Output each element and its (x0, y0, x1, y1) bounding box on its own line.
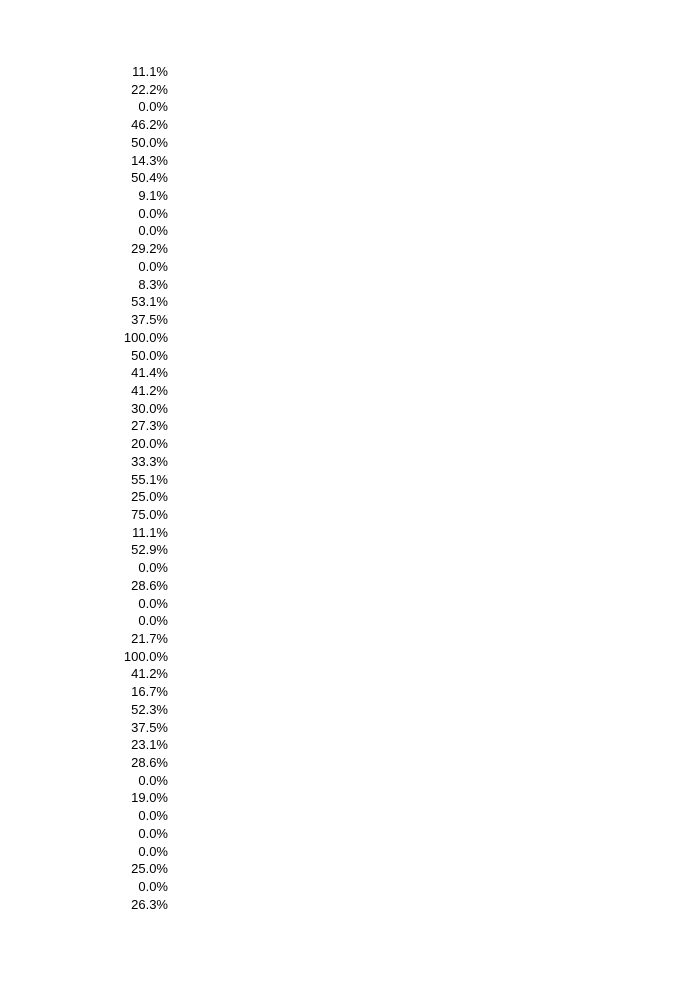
percentage-value: 41.4% (131, 365, 168, 381)
percentage-value: 50.0% (131, 347, 168, 363)
percentage-value: 37.5% (131, 719, 168, 735)
percentage-value: 0.0% (138, 595, 168, 611)
percentage-value: 0.0% (138, 613, 168, 629)
percentage-value: 0.0% (138, 843, 168, 859)
percentage-value: 100.0% (123, 648, 168, 664)
percentage-value: 50.0% (131, 134, 168, 150)
percentage-value: 75.0% (131, 506, 168, 522)
percentage-value: 25.0% (131, 489, 168, 505)
percentage-value: 25.0% (131, 861, 168, 877)
percentage-value: 14.3% (131, 152, 168, 168)
percentage-value: 37.5% (131, 312, 168, 328)
percentage-value: 20.0% (131, 436, 168, 452)
percentage-value: 50.4% (131, 170, 168, 186)
percentage-value: 29.2% (131, 241, 168, 257)
percentage-value: 52.3% (131, 701, 168, 717)
percentage-value: 0.0% (138, 205, 168, 221)
percentage-value: 8.3% (138, 276, 168, 292)
percentage-value: 0.0% (138, 772, 168, 788)
percentage-value: 53.1% (131, 294, 168, 310)
percentage-value: 28.6% (131, 577, 168, 593)
percentage-value: 55.1% (131, 471, 168, 487)
percentage-column: 11.1% 22.2% 0.0% 46.2% 50.0% 14.3% 50.4% 9.1% 0.… (27, 63, 168, 914)
percentage-value: 23.1% (131, 737, 168, 753)
percentage-value: 21.7% (131, 631, 168, 646)
percentage-value: 0.0% (138, 825, 168, 841)
percentage-value: 0.0% (138, 808, 168, 824)
percentage-value: 0.0% (138, 99, 168, 115)
percentage-value: 100.0% (123, 329, 168, 345)
percentage-value: 0.0% (138, 258, 168, 274)
percentage-value: 41.2% (131, 382, 168, 398)
percentage-value: 0.0% (138, 223, 168, 239)
percentage-value: 19.0% (131, 790, 168, 806)
percentage-value: 0.0% (138, 560, 168, 576)
percentage-value: 30.0% (131, 400, 168, 416)
percentage-value: 22.2% (131, 81, 168, 97)
percentage-value: 41.2% (131, 666, 168, 682)
percentage-value: 16.7% (131, 684, 168, 700)
percentage-value: 28.6% (131, 755, 168, 771)
percentage-value: 9.1% (138, 188, 168, 204)
percentage-value: 26.3% (131, 896, 168, 912)
percentage-value: 0.0% (138, 879, 168, 895)
percentage-value: 27.3% (131, 418, 168, 434)
percentage-value: 33.3% (131, 453, 168, 469)
percentage-value: 11.1% (132, 524, 168, 540)
percentage-value: 11.1% (132, 64, 168, 79)
percentage-value: 52.9% (131, 542, 168, 558)
percentage-value: 46.2% (131, 117, 168, 133)
